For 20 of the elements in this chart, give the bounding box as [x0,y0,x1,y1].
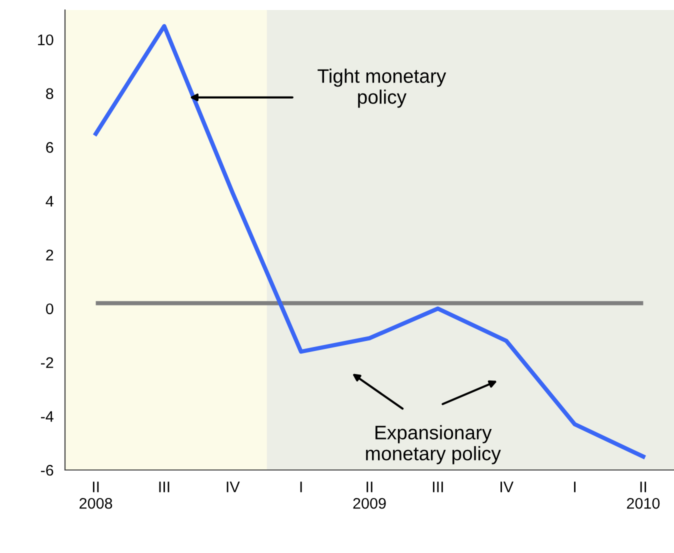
x-tick-label: I [300,482,302,492]
y-tick-label: -2 [40,357,54,368]
y-tick-label: 2 [46,250,54,260]
x-tick-label: II 2008 [80,482,112,509]
y-tick-label: 8 [46,88,54,100]
x-tick-label: IV [500,482,514,492]
y-tick-label: -4 [40,411,54,422]
x-tick-label: I [574,482,576,492]
x-tick-label: II 2010 [626,482,660,509]
x-tick-label: III [432,482,443,492]
y-tick-label: 0 [46,303,54,314]
x-tick-label: IV [226,482,240,492]
annotation: Expansionary monetary policy [366,425,501,464]
y-tick-label: 4 [46,196,54,207]
y-tick-label: -6 [40,464,54,476]
x-tick-label: III [159,482,170,492]
y-tick-label: 6 [46,142,54,153]
y-tick-label: 10 [38,34,54,46]
annotation: Tight monetary policy [318,68,446,108]
x-tick-label: II 2009 [353,482,386,509]
